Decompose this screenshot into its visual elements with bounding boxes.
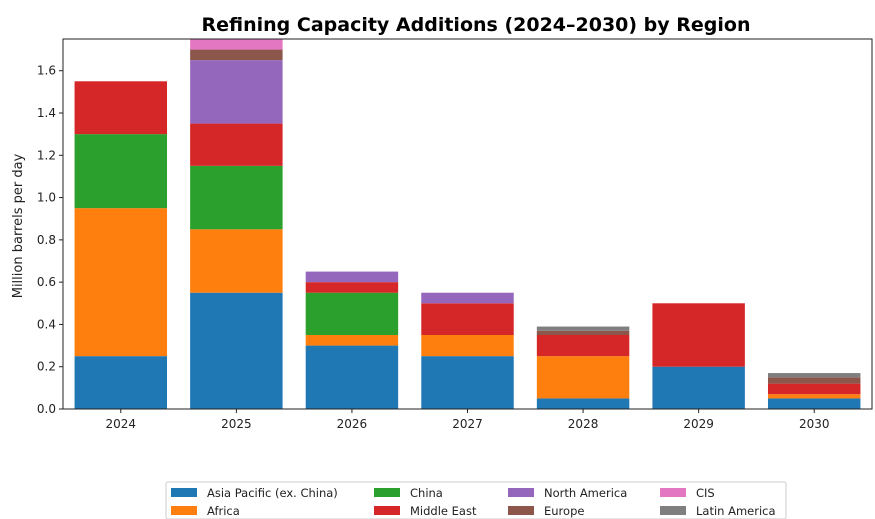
bar-2026-africa bbox=[305, 335, 399, 346]
legend-swatch-latin-america bbox=[660, 506, 686, 515]
y-tick-label: 0.2 bbox=[37, 360, 56, 374]
y-tick-label: 1.6 bbox=[37, 64, 56, 78]
bar-2030-africa bbox=[767, 394, 861, 399]
legend-label-latin-america: Latin America bbox=[696, 504, 776, 518]
bar-2025-north-america bbox=[190, 60, 283, 124]
legend-label-africa: Africa bbox=[207, 504, 240, 518]
bars-group bbox=[74, 39, 861, 409]
x-tick-label: 2025 bbox=[221, 417, 252, 431]
x-tick-label: 2027 bbox=[452, 417, 483, 431]
bar-2028-middle-east bbox=[536, 335, 630, 357]
bar-2030-europe bbox=[767, 377, 861, 384]
legend-swatch-europe bbox=[508, 506, 534, 515]
bar-2025-europe bbox=[190, 49, 283, 61]
bar-2028-latin-america bbox=[536, 326, 630, 331]
legend-swatch-africa bbox=[171, 506, 197, 515]
y-tick-label: 0.0 bbox=[37, 402, 56, 416]
y-tick-label: 1.0 bbox=[37, 191, 56, 205]
bar-2025-africa bbox=[190, 229, 283, 293]
bar-2028-africa bbox=[536, 356, 630, 399]
y-tick-label: 0.8 bbox=[37, 233, 56, 247]
bar-2024-china bbox=[74, 134, 168, 209]
bar-2030-asia-pacific-ex-china bbox=[767, 398, 861, 409]
y-tick-label: 1.2 bbox=[37, 148, 56, 162]
bar-2027-north-america bbox=[421, 292, 514, 304]
bar-2025-china bbox=[190, 165, 283, 230]
bar-2030-middle-east bbox=[767, 383, 861, 395]
bar-2028-europe bbox=[536, 330, 630, 335]
x-tick-label: 2029 bbox=[683, 417, 714, 431]
x-tick-label: 2030 bbox=[799, 417, 830, 431]
legend-swatch-middle-east bbox=[374, 506, 400, 515]
y-tick-label: 0.4 bbox=[37, 317, 56, 331]
y-tick-label: 1.4 bbox=[37, 106, 56, 120]
bar-2025-asia-pacific-ex-china bbox=[190, 292, 283, 409]
bar-2027-africa bbox=[421, 335, 514, 357]
legend-label-north-america: North America bbox=[544, 486, 627, 500]
legend-frame bbox=[165, 481, 787, 519]
x-tick-label: 2026 bbox=[337, 417, 368, 431]
legend-swatch-china bbox=[374, 488, 400, 497]
chart-title: Refining Capacity Additions (2024–2030) … bbox=[202, 14, 751, 36]
bar-2027-asia-pacific-ex-china bbox=[421, 356, 514, 409]
legend-label-china: China bbox=[410, 486, 443, 500]
bar-2024-asia-pacific-ex-china bbox=[74, 356, 168, 409]
plot-area: 2024 2025 2026 2027 2028 2029 2030 0.0 0.2 0.4 0.6… bbox=[37, 38, 873, 431]
bar-2026-north-america bbox=[305, 271, 399, 283]
legend-label-asia-pacific-ex-china: Asia Pacific (ex. China) bbox=[207, 486, 338, 500]
legend: Asia Pacific (ex. China) Africa China Middl… bbox=[165, 481, 787, 519]
axes-frame bbox=[62, 38, 873, 410]
x-tick-label: 2024 bbox=[106, 417, 137, 431]
legend-label-europe: Europe bbox=[544, 504, 584, 518]
bar-2029-middle-east bbox=[652, 303, 745, 367]
legend-swatch-asia-pacific-ex-china bbox=[171, 488, 197, 497]
bar-2024-africa bbox=[74, 208, 168, 357]
bar-2025-middle-east bbox=[190, 123, 283, 166]
legend-swatch-cis bbox=[660, 488, 686, 497]
bar-2029-asia-pacific-ex-china bbox=[652, 366, 745, 409]
bar-2028-asia-pacific-ex-china bbox=[536, 398, 630, 409]
bar-2030-latin-america bbox=[767, 373, 861, 378]
bar-2027-middle-east bbox=[421, 303, 514, 335]
bar-2026-middle-east bbox=[305, 282, 399, 293]
bar-2026-china bbox=[305, 292, 399, 335]
y-axis-label: Million barrels per day bbox=[11, 153, 26, 298]
legend-label-middle-east: Middle East bbox=[410, 504, 477, 518]
legend-label-cis: CIS bbox=[696, 486, 715, 500]
bar-2026-asia-pacific-ex-china bbox=[305, 345, 399, 409]
x-tick-label: 2028 bbox=[568, 417, 599, 431]
bar-2025-cis bbox=[190, 39, 283, 50]
legend-swatch-north-america bbox=[508, 488, 534, 497]
y-tick-label: 0.6 bbox=[37, 275, 56, 289]
bar-2024-middle-east bbox=[74, 81, 168, 135]
